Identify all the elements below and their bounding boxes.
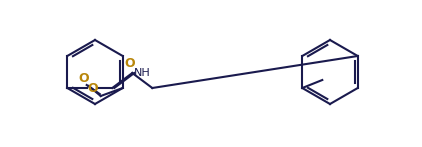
Text: O: O — [124, 56, 135, 70]
Text: O: O — [78, 71, 89, 85]
Text: NH: NH — [134, 67, 151, 77]
Text: O: O — [87, 81, 97, 95]
